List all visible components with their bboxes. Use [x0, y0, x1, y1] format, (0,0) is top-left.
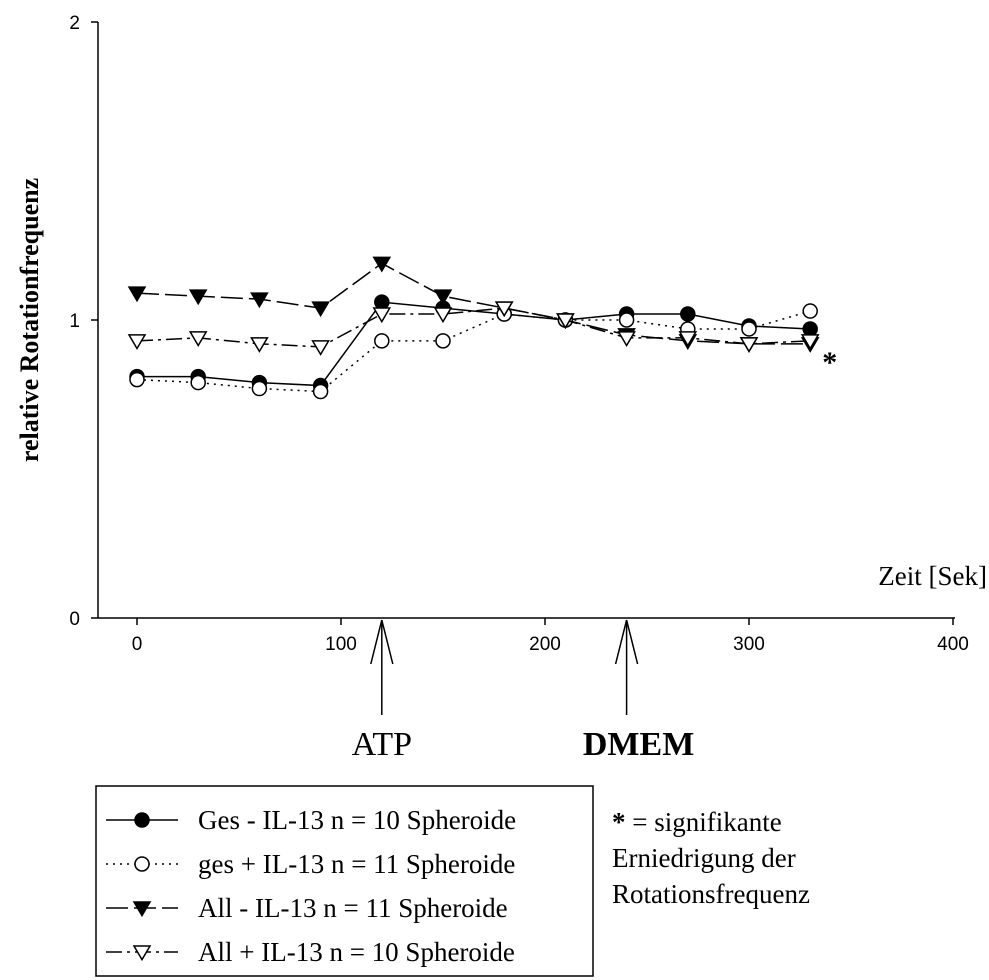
series-1-point-4: [374, 294, 390, 310]
series-4-point-7: [556, 313, 575, 330]
series-2-point-4: [374, 333, 390, 349]
series-4-point-2: [250, 337, 269, 353]
significance-note: * = signifikante Erniedrigung der Rotati…: [612, 807, 810, 909]
series-4-point-0: [127, 334, 147, 350]
x-tick-label-3: 300: [733, 634, 765, 655]
series-3-point-4: [372, 256, 392, 273]
axis-ticks: 0 100 200 300 400 0 1 2: [69, 13, 968, 655]
series-4-point-6: [494, 301, 514, 318]
legend-box: [95, 785, 594, 977]
series-3-point-5: [433, 289, 453, 306]
series-3-point-2: [250, 292, 269, 309]
x-tick-label-4: 400: [937, 634, 969, 655]
note-line-2: Erniedrigung der: [612, 843, 796, 873]
series-1-point-9: [680, 306, 696, 322]
legend-entry-1: Ges - IL-13 n = 10 Spheroide: [106, 805, 516, 835]
series-2-point-11: [802, 303, 818, 319]
series-group: [127, 256, 820, 400]
series-2-point-2: [251, 380, 268, 397]
series-4-point-4: [372, 307, 392, 324]
series-4-point-9: [678, 331, 698, 347]
series-4-point-3: [311, 340, 330, 356]
series-1: [129, 294, 818, 394]
svg-text:* = signifikante: * = signifikante: [612, 807, 782, 837]
annotation-label-dmem: DMEM: [583, 726, 694, 763]
legend-entry-4: All + IL-13 n = 10 Spheroide: [106, 937, 515, 967]
series-3-point-0: [127, 286, 147, 303]
series-4-point-10: [739, 337, 759, 353]
series-4-point-11: [800, 334, 820, 350]
legend-entry-2: ges + IL-13 n = 11 Spheroide: [106, 849, 515, 879]
series-1-point-11: [802, 321, 818, 337]
legend-label-4: All + IL-13 n = 10 Spheroide: [198, 937, 515, 967]
legend: Ges - IL-13 n = 10 Spheroide ges + IL-13 …: [106, 805, 516, 967]
significance-marker: *: [822, 346, 837, 379]
annotation-group: ATP DMEM: [352, 619, 694, 763]
series-2-point-8: [618, 312, 635, 328]
series-1-line: [137, 301, 811, 387]
series-2-point-1: [190, 374, 206, 391]
x-tick-label-2: 200: [529, 634, 561, 655]
series-4-point-5: [433, 307, 453, 324]
series-2-point-0: [129, 371, 145, 388]
series-2-point-5: [435, 333, 451, 349]
series-3-point-3: [311, 301, 330, 318]
series-2-line: [136, 310, 811, 393]
legend-entry-3: All - IL-13 n = 11 Spheroide: [106, 893, 508, 923]
series-4-point-8: [617, 331, 636, 347]
x-axis-label: Zeit [Sek]: [878, 561, 987, 591]
series-2: [129, 303, 818, 400]
series-4-line: [136, 307, 811, 348]
annotation-arrow-head-1: [614, 619, 639, 665]
series-2-point-10: [741, 321, 757, 337]
y-tick-label-0: 0: [69, 609, 80, 630]
annotation-arrow-head-0: [370, 619, 394, 665]
x-tick-label-0: 0: [132, 634, 143, 655]
annotation-label-atp: ATP: [352, 726, 412, 763]
legend-swatch-marker-2: [134, 856, 150, 872]
legend-label-1: Ges - IL-13 n = 10 Spheroide: [198, 805, 516, 835]
legend-swatch-marker-4: [132, 945, 152, 962]
y-tick-label-2: 2: [69, 13, 80, 34]
y-axis-label: relative Rotationfrequenz: [15, 178, 44, 462]
series-3-point-1: [188, 289, 208, 306]
x-tick-label-1: 100: [325, 634, 357, 655]
y-tick-label-1: 1: [69, 311, 80, 332]
series-4-point-1: [188, 331, 208, 347]
series-3-line: [136, 262, 811, 345]
series-2-point-3: [312, 383, 329, 400]
note-star: *: [612, 807, 626, 837]
note-line-1: = signifikante: [626, 807, 782, 837]
series-4: [127, 301, 820, 356]
note-line-3: Rotationsfrequenz: [612, 879, 810, 909]
legend-label-2: ges + IL-13 n = 11 Spheroide: [198, 849, 515, 879]
legend-swatch-marker-3: [132, 901, 152, 918]
legend-label-3: All - IL-13 n = 11 Spheroide: [198, 893, 508, 923]
series-3: [127, 256, 820, 353]
legend-swatch-marker-1: [134, 812, 150, 828]
